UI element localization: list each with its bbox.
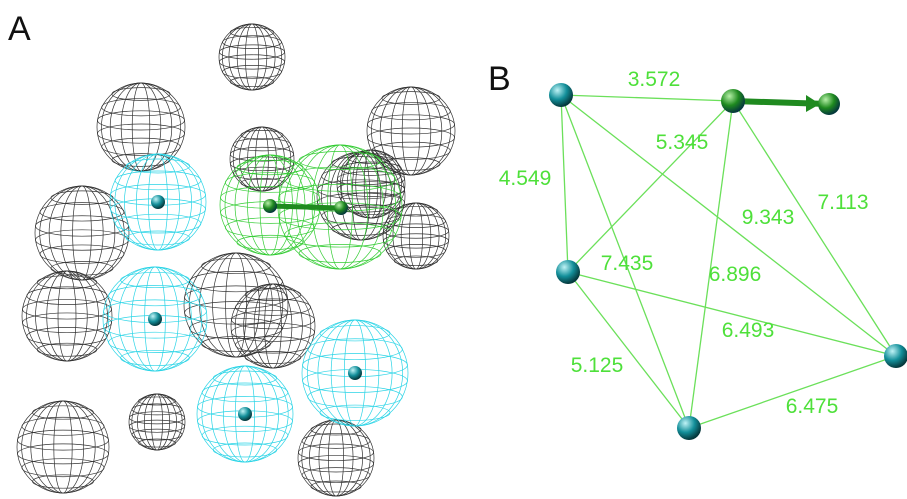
distance-edge (688, 355, 897, 429)
pharmacophore-node-green (721, 89, 745, 113)
vector-tip-atom (818, 93, 840, 115)
panel-a-label: A (8, 10, 31, 48)
distance-label: 7.113 (818, 191, 869, 214)
wireframe-sphere-gray (21, 270, 113, 362)
wireframe-sphere-gray (297, 419, 375, 497)
panel-a-pharmacophore-model (16, 23, 456, 497)
vector-arrowhead (806, 95, 820, 112)
wireframe-sphere-gray (16, 400, 110, 494)
wireframe-sphere-gray (96, 82, 186, 172)
pharmacophore-node-teal (549, 83, 573, 107)
wireframe-sphere-gray (316, 151, 406, 241)
distance-edge (567, 271, 690, 429)
distance-label: 9.343 (742, 206, 795, 229)
vector-bond (267, 203, 343, 211)
distance-label: 3.572 (628, 68, 681, 91)
distance-edge (560, 94, 734, 102)
distance-edge (560, 94, 690, 429)
pharmacophore-node-teal (556, 260, 580, 284)
wireframe-sphere-cyan (301, 319, 409, 427)
panel-b-label: B (488, 60, 511, 98)
wireframe-sphere-gray (230, 283, 316, 369)
distance-edge (567, 100, 734, 273)
distance-edges (560, 94, 897, 429)
distance-label: 5.345 (656, 131, 709, 154)
wireframe-sphere-cyan (109, 153, 207, 251)
wireframe-sphere-gray (218, 23, 286, 91)
feature-atom-green (263, 199, 277, 213)
distance-label: 4.549 (499, 167, 552, 190)
distance-label: 6.475 (786, 395, 839, 418)
distance-label: 5.125 (571, 354, 624, 377)
distance-edge (732, 100, 897, 357)
feature-atom-green (334, 201, 348, 215)
distance-edge (560, 94, 897, 357)
wireframe-sphere-gray (366, 86, 456, 176)
panel-b-distance-graph: 3.572 4.549 5.345 7.113 9.343 7.435 6.896 6.493… (499, 68, 907, 440)
wireframe-sphere-gray (34, 185, 130, 281)
distance-edge (688, 100, 734, 429)
pharmacophore-node-teal (884, 344, 907, 368)
distance-edge (560, 94, 569, 273)
distance-label: 6.896 (709, 263, 762, 286)
pharmacophore-node-teal (677, 416, 701, 440)
distance-edge (567, 271, 897, 357)
feature-atom-teal (151, 195, 165, 209)
distance-label: 6.493 (722, 319, 775, 342)
feature-atom-teal (348, 366, 362, 380)
wireframe-sphere-cyan (102, 266, 208, 372)
feature-atom-teal (238, 407, 252, 421)
wireframe-sphere-gray (128, 393, 186, 451)
feature-atom-teal (148, 312, 162, 326)
distance-label: 7.435 (601, 252, 654, 275)
wireframe-sphere-gray (382, 202, 450, 270)
wireframe-sphere-cyan (196, 365, 294, 463)
